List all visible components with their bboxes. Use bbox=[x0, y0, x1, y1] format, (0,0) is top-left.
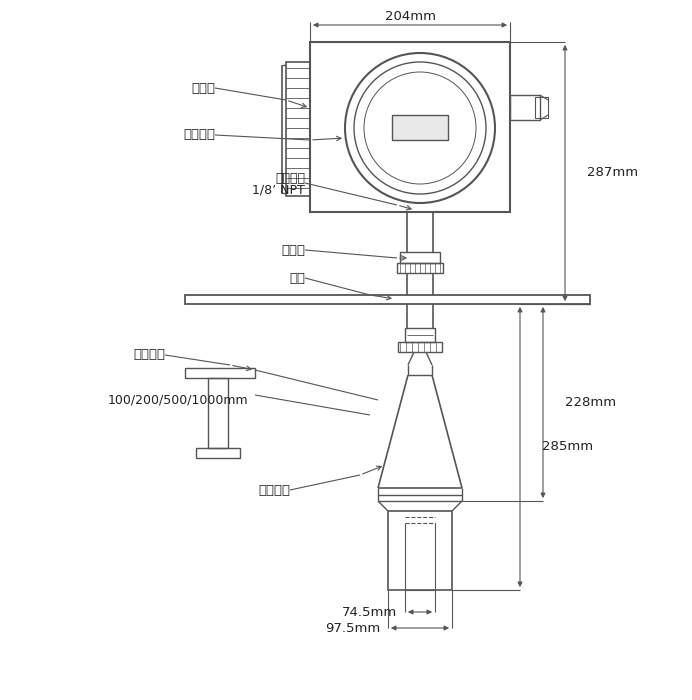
Bar bbox=[196, 448, 240, 458]
Text: 外壳盖: 外壳盖 bbox=[191, 81, 215, 94]
Text: 74.5mm: 74.5mm bbox=[342, 606, 397, 619]
Text: 1/8’ NPT: 1/8’ NPT bbox=[253, 183, 305, 197]
Bar bbox=[392, 115, 448, 140]
Bar bbox=[405, 328, 435, 342]
Text: 可延长段: 可延长段 bbox=[133, 349, 165, 361]
Bar bbox=[388, 511, 452, 590]
Bar bbox=[208, 378, 228, 448]
Bar bbox=[310, 42, 510, 212]
Bar bbox=[510, 95, 540, 120]
Text: 100/200/500/1000mm: 100/200/500/1000mm bbox=[108, 393, 248, 407]
Bar bbox=[398, 342, 442, 352]
Bar bbox=[286, 62, 310, 196]
Bar bbox=[397, 263, 443, 273]
Bar bbox=[400, 252, 440, 263]
Text: 喇叭天线: 喇叭天线 bbox=[258, 484, 290, 496]
Text: 法兰: 法兰 bbox=[289, 272, 305, 284]
Text: 285mm: 285mm bbox=[542, 440, 593, 454]
Text: 瞬准器: 瞬准器 bbox=[281, 244, 305, 256]
Text: 显示窗口: 显示窗口 bbox=[183, 129, 215, 141]
Text: 228mm: 228mm bbox=[565, 396, 616, 409]
Text: 204mm: 204mm bbox=[385, 10, 435, 24]
Bar bbox=[535, 97, 548, 118]
Bar bbox=[185, 368, 255, 378]
Text: 吹扫入口: 吹扫入口 bbox=[275, 172, 305, 185]
Text: 97.5mm: 97.5mm bbox=[325, 622, 380, 634]
Bar bbox=[185, 295, 590, 304]
Text: 287mm: 287mm bbox=[587, 167, 638, 179]
